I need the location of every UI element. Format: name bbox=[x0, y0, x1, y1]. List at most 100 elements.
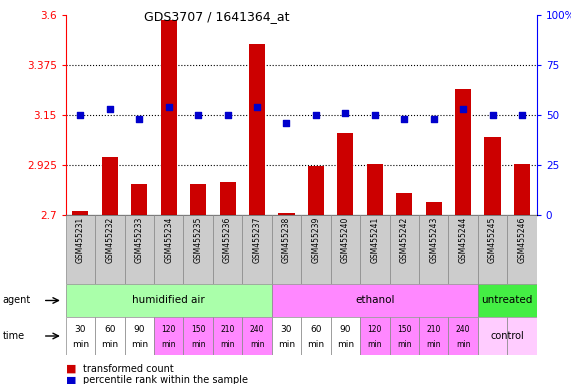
Text: ■: ■ bbox=[66, 364, 76, 374]
Bar bbox=[213, 317, 242, 355]
Bar bbox=[213, 215, 242, 284]
Bar bbox=[272, 317, 301, 355]
Bar bbox=[219, 182, 236, 215]
Bar bbox=[448, 215, 478, 284]
Point bbox=[517, 112, 526, 118]
Bar bbox=[249, 44, 265, 215]
Text: GSM455246: GSM455246 bbox=[517, 217, 526, 263]
Bar bbox=[190, 184, 206, 215]
Bar bbox=[160, 20, 177, 215]
Bar bbox=[272, 215, 301, 284]
Text: GSM455237: GSM455237 bbox=[252, 217, 262, 263]
Text: GSM455235: GSM455235 bbox=[194, 217, 203, 263]
Text: 240: 240 bbox=[456, 324, 471, 334]
Bar bbox=[183, 215, 213, 284]
Text: 120: 120 bbox=[368, 324, 382, 334]
Text: time: time bbox=[3, 331, 25, 341]
Point bbox=[341, 110, 350, 116]
Text: GSM455238: GSM455238 bbox=[282, 217, 291, 263]
Bar bbox=[124, 317, 154, 355]
Text: ethanol: ethanol bbox=[355, 295, 395, 306]
Bar bbox=[419, 215, 448, 284]
Text: 210: 210 bbox=[220, 324, 235, 334]
Text: 120: 120 bbox=[162, 324, 176, 334]
Text: agent: agent bbox=[3, 295, 31, 306]
Text: 150: 150 bbox=[191, 324, 206, 334]
Point bbox=[135, 116, 144, 122]
Point bbox=[223, 112, 232, 118]
Bar bbox=[154, 317, 183, 355]
Bar bbox=[337, 133, 353, 215]
Text: GSM455239: GSM455239 bbox=[311, 217, 320, 263]
Text: GSM455233: GSM455233 bbox=[135, 217, 144, 263]
Bar bbox=[124, 215, 154, 284]
Bar bbox=[66, 215, 95, 284]
Bar bbox=[419, 317, 448, 355]
Bar bbox=[95, 215, 124, 284]
Bar bbox=[66, 284, 272, 317]
Bar bbox=[183, 317, 213, 355]
Text: GSM455231: GSM455231 bbox=[76, 217, 85, 263]
Bar bbox=[360, 317, 389, 355]
Text: 240: 240 bbox=[250, 324, 264, 334]
Text: min: min bbox=[101, 340, 118, 349]
Point bbox=[400, 116, 409, 122]
Bar bbox=[242, 215, 272, 284]
Text: untreated: untreated bbox=[481, 295, 533, 306]
Bar bbox=[484, 137, 501, 215]
Bar bbox=[360, 215, 389, 284]
Text: GSM455234: GSM455234 bbox=[164, 217, 173, 263]
Text: min: min bbox=[427, 340, 441, 349]
Bar bbox=[514, 164, 530, 215]
Point bbox=[488, 112, 497, 118]
Text: 30: 30 bbox=[75, 324, 86, 334]
Bar bbox=[367, 164, 383, 215]
Text: control: control bbox=[490, 331, 524, 341]
Text: GSM455243: GSM455243 bbox=[429, 217, 438, 263]
Text: min: min bbox=[397, 340, 412, 349]
Text: 60: 60 bbox=[310, 324, 321, 334]
Point bbox=[105, 106, 114, 112]
Point bbox=[164, 104, 173, 110]
Text: GSM455241: GSM455241 bbox=[371, 217, 379, 263]
Bar bbox=[389, 215, 419, 284]
Bar bbox=[331, 317, 360, 355]
Point bbox=[311, 112, 320, 118]
Point bbox=[429, 116, 439, 122]
Text: min: min bbox=[368, 340, 382, 349]
Bar bbox=[455, 89, 471, 215]
Text: GSM455245: GSM455245 bbox=[488, 217, 497, 263]
Bar bbox=[425, 202, 442, 215]
Point bbox=[76, 112, 85, 118]
Text: GSM455236: GSM455236 bbox=[223, 217, 232, 263]
Bar bbox=[66, 317, 95, 355]
Point bbox=[194, 112, 203, 118]
Bar bbox=[331, 215, 360, 284]
Text: GDS3707 / 1641364_at: GDS3707 / 1641364_at bbox=[144, 10, 289, 23]
Bar bbox=[389, 317, 419, 355]
Bar bbox=[95, 317, 124, 355]
Bar bbox=[242, 317, 272, 355]
Text: min: min bbox=[250, 340, 264, 349]
Text: GSM455242: GSM455242 bbox=[400, 217, 409, 263]
Text: min: min bbox=[131, 340, 148, 349]
Bar bbox=[301, 215, 331, 284]
Text: min: min bbox=[72, 340, 89, 349]
Text: transformed count: transformed count bbox=[83, 364, 174, 374]
Bar bbox=[272, 284, 478, 317]
Text: min: min bbox=[278, 340, 295, 349]
Text: GSM455244: GSM455244 bbox=[459, 217, 468, 263]
Bar bbox=[73, 210, 89, 215]
Bar bbox=[308, 166, 324, 215]
Bar bbox=[507, 215, 537, 284]
Text: GSM455240: GSM455240 bbox=[341, 217, 350, 263]
Bar bbox=[478, 215, 507, 284]
Bar bbox=[448, 317, 478, 355]
Point bbox=[252, 104, 262, 110]
Text: percentile rank within the sample: percentile rank within the sample bbox=[83, 375, 248, 384]
Point bbox=[282, 120, 291, 126]
Point bbox=[459, 106, 468, 112]
Text: GSM455232: GSM455232 bbox=[105, 217, 114, 263]
Text: min: min bbox=[220, 340, 235, 349]
Text: 30: 30 bbox=[281, 324, 292, 334]
